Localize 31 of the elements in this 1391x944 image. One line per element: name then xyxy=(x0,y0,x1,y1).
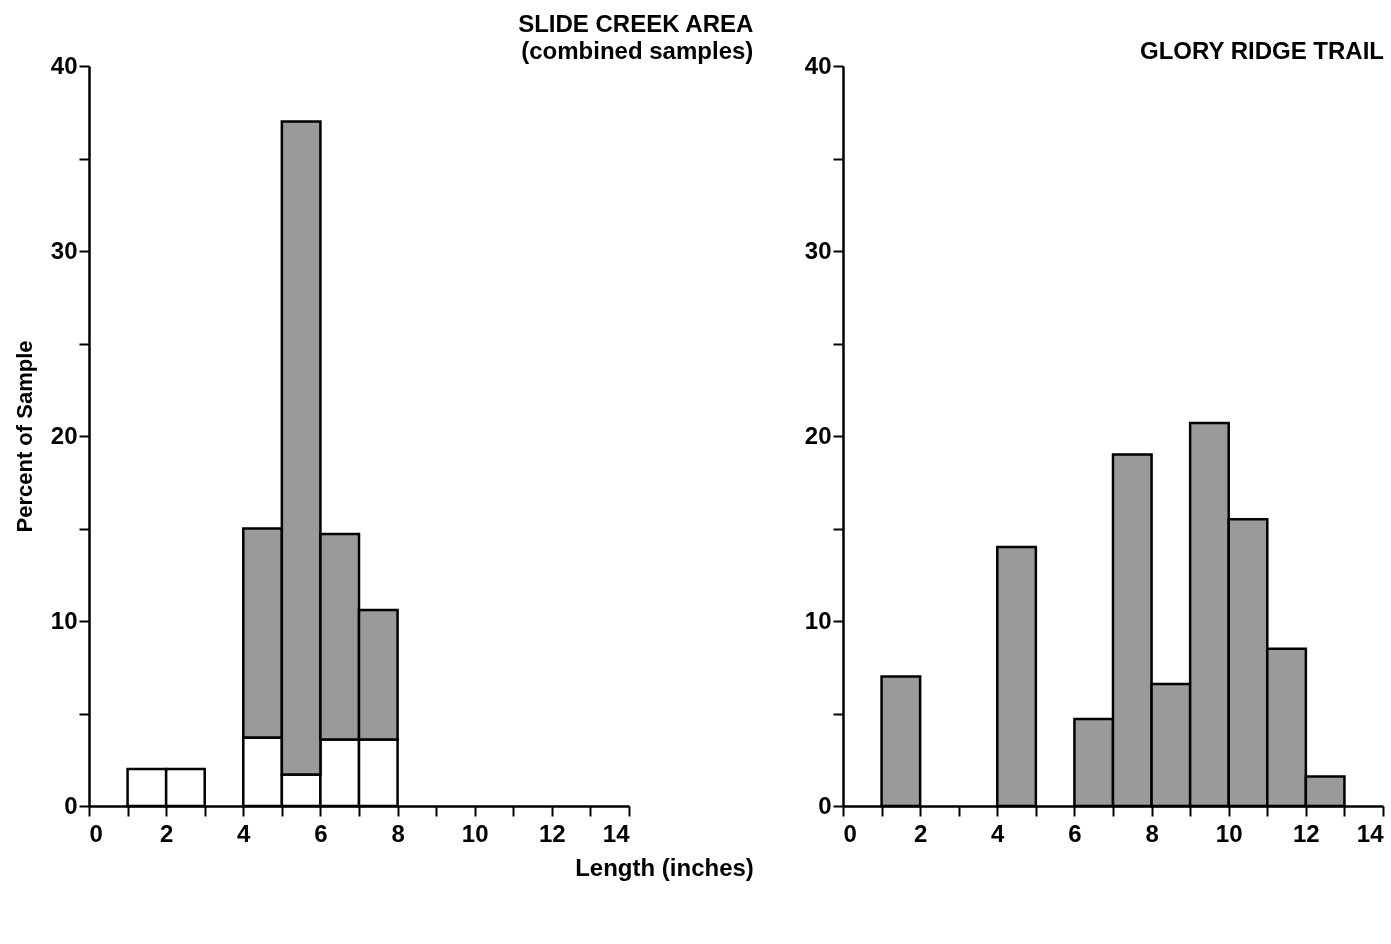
x-tick-label: 12 xyxy=(1293,819,1320,847)
y-tick-label: 0 xyxy=(818,791,832,819)
y-tick-label: 40 xyxy=(804,51,832,79)
x-tick-label: 6 xyxy=(1068,819,1082,847)
x-tick-label: 6 xyxy=(314,819,328,847)
y-tick-label: 20 xyxy=(804,421,832,449)
y-tick-label: 10 xyxy=(804,606,832,634)
x-tick-label: 0 xyxy=(89,819,103,847)
x-tick-label: 12 xyxy=(539,819,566,847)
x-tick-label: 8 xyxy=(1145,819,1159,847)
y-axis-title: Percent of Sample xyxy=(11,340,37,533)
x-tick-label: 4 xyxy=(237,819,252,847)
y-tick-label: 40 xyxy=(50,51,78,79)
x-tick-label: 10 xyxy=(461,819,489,847)
x-tick-label: 0 xyxy=(843,819,857,847)
y-tick-label: 20 xyxy=(50,421,78,449)
x-tick-label: 14 xyxy=(1356,819,1385,847)
y-tick-label: 30 xyxy=(50,236,78,264)
x-tick-label: 14 xyxy=(602,819,631,847)
y-tick-label: 10 xyxy=(50,606,78,634)
y-tick-label: 0 xyxy=(64,791,78,819)
x-tick-label: 10 xyxy=(1215,819,1243,847)
x-tick-label: 4 xyxy=(991,819,1006,847)
x-tick-label: 8 xyxy=(391,819,405,847)
x-tick-label: 2 xyxy=(159,819,174,847)
chart-title: SLIDE CREEK AREA xyxy=(518,10,754,37)
x-axis-title: Length (inches) xyxy=(575,853,754,881)
chart-subtitle: (combined samples) xyxy=(521,37,754,64)
x-tick-label: 2 xyxy=(913,819,928,847)
y-tick-label: 30 xyxy=(804,236,832,264)
chart-title: GLORY RIDGE TRAIL xyxy=(1139,37,1384,64)
